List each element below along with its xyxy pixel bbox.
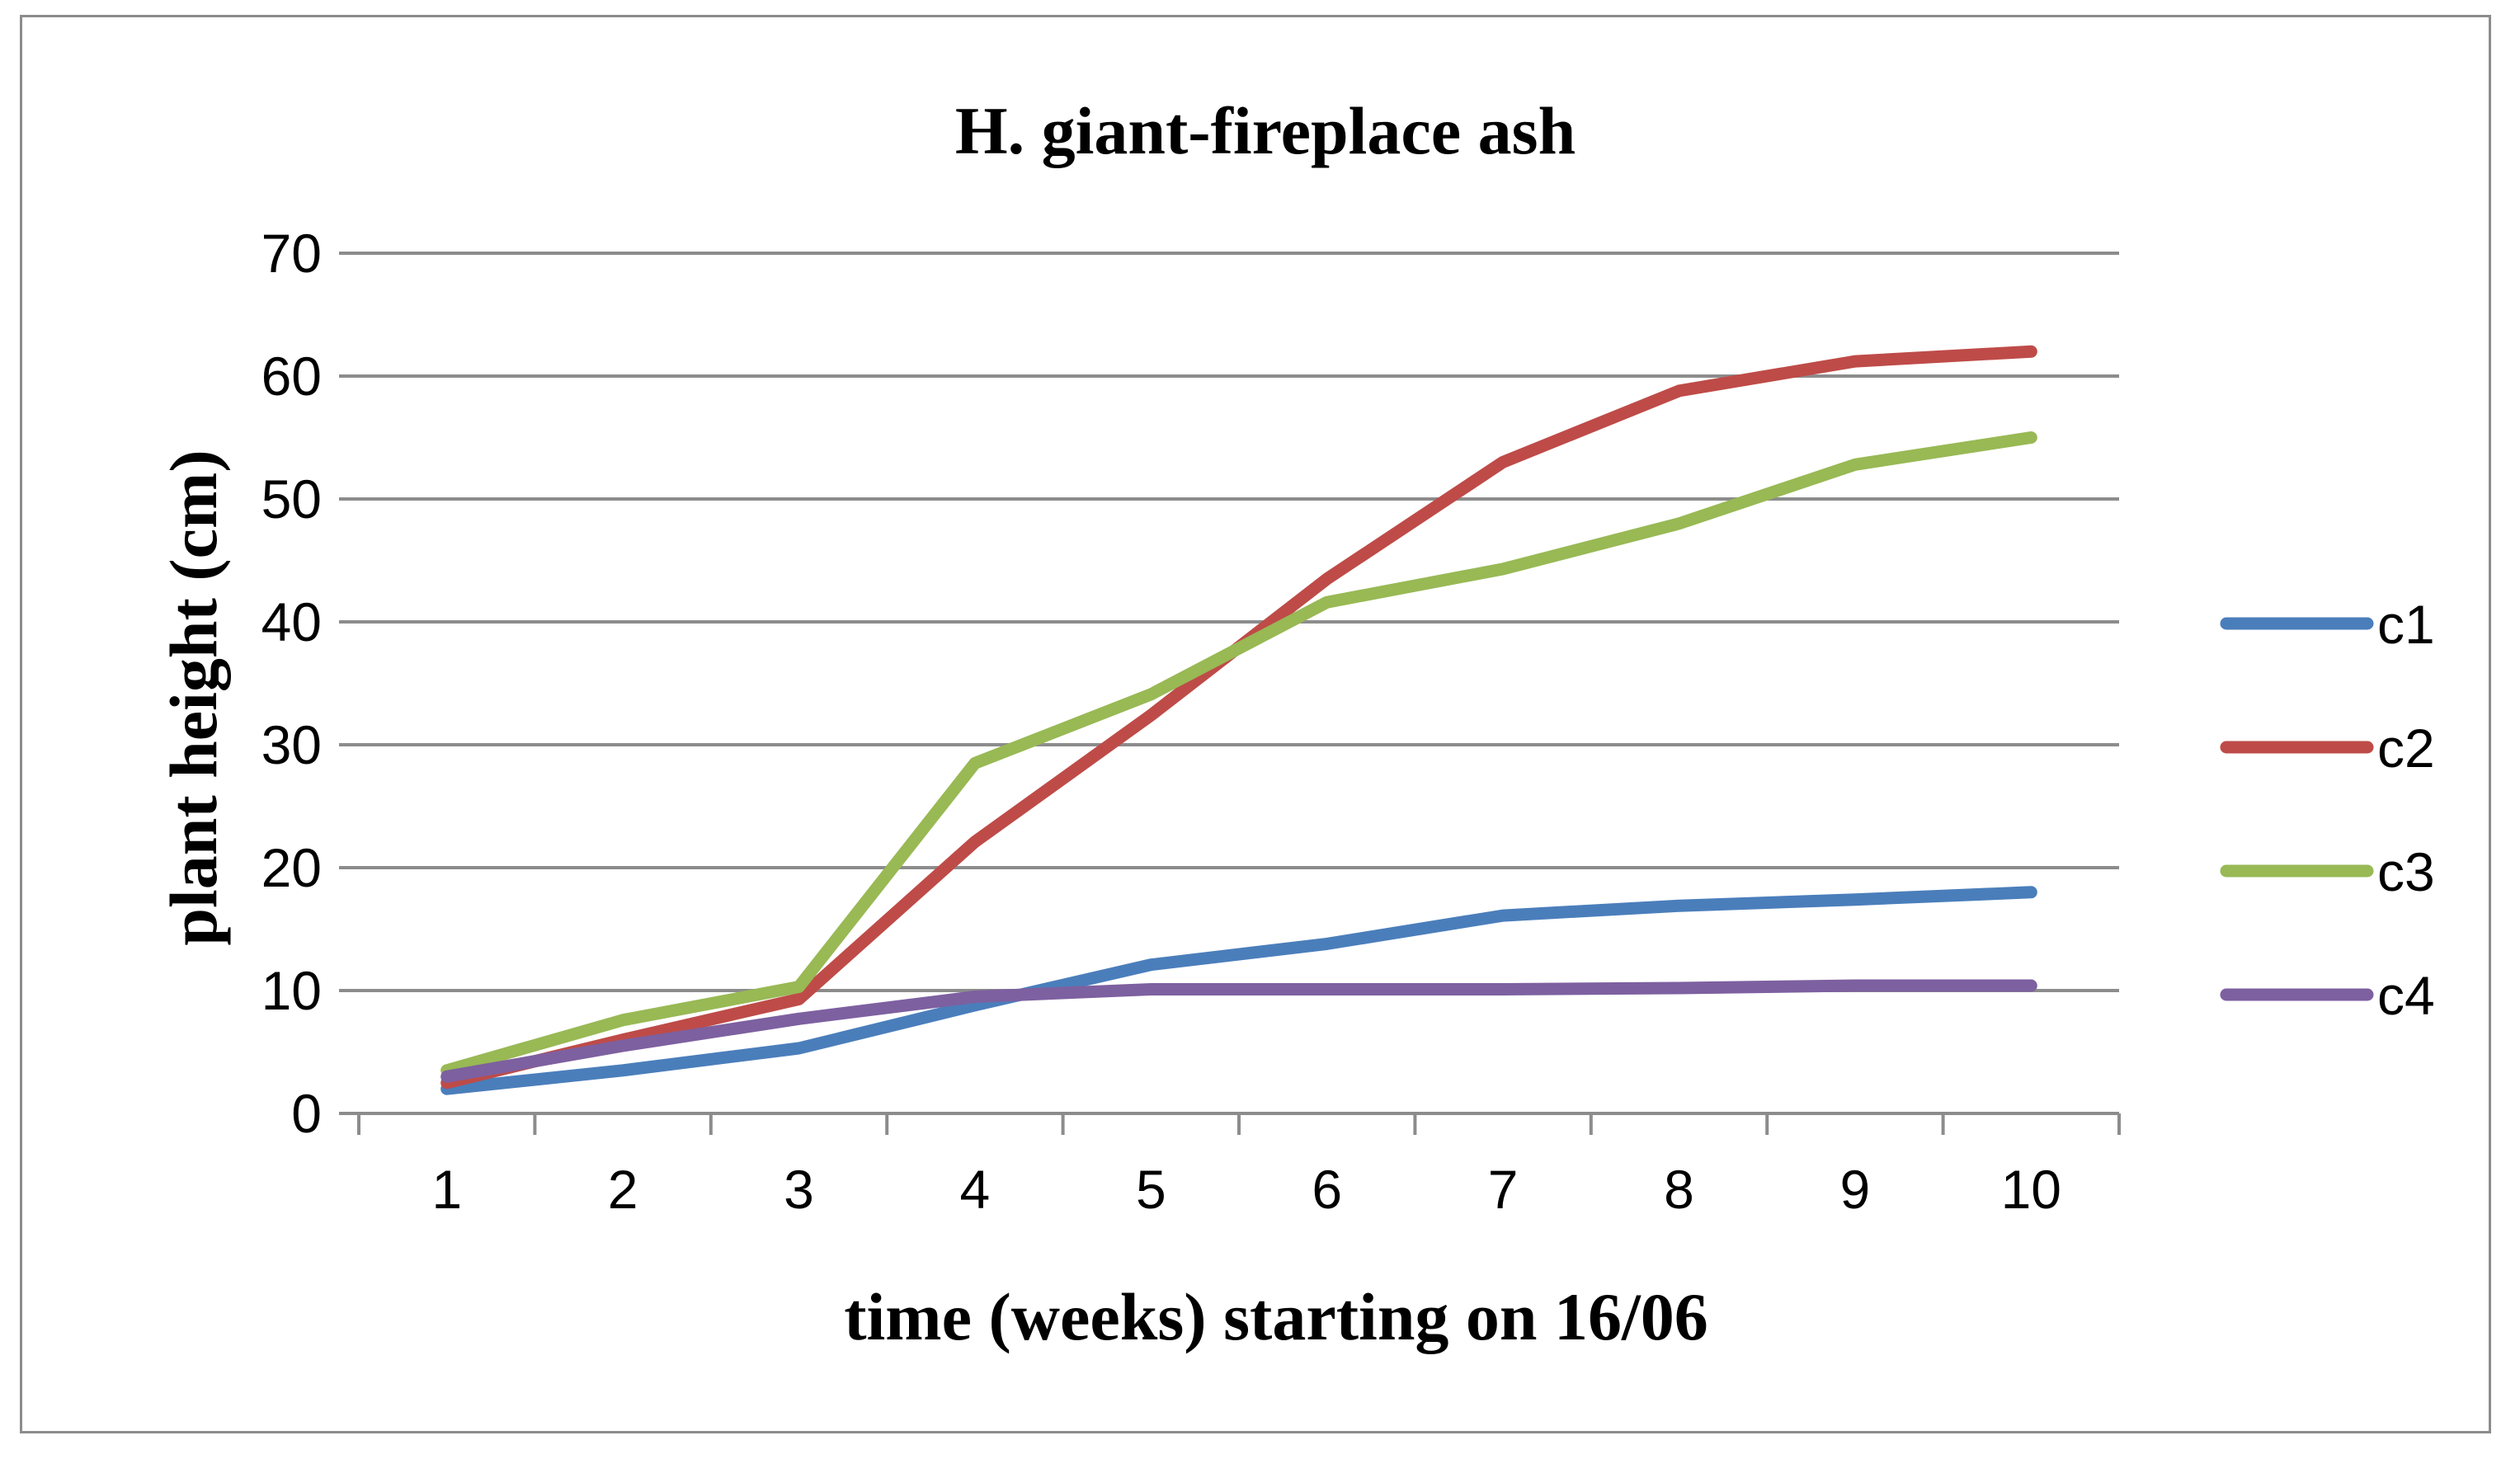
series-line-c4 bbox=[440, 979, 2037, 1083]
x-tick-label: 10 bbox=[2001, 1159, 2061, 1220]
y-tick-label: 60 bbox=[261, 346, 322, 407]
legend-label-c3: c3 bbox=[2377, 841, 2435, 902]
x-tick-label: 8 bbox=[1664, 1159, 1694, 1220]
chart-title: H. giant-fireplace ash bbox=[955, 93, 1576, 168]
y-tick-label: 20 bbox=[261, 837, 322, 898]
y-tick-label: 40 bbox=[261, 591, 322, 652]
legend-label-c2: c2 bbox=[2377, 718, 2435, 779]
series-line-c2 bbox=[440, 345, 2037, 1090]
x-tick-label: 6 bbox=[1312, 1159, 1342, 1220]
x-tick-label: 1 bbox=[431, 1159, 462, 1220]
y-tick-label: 0 bbox=[291, 1083, 322, 1144]
x-axis-title: time (weeks) starting on 16/06 bbox=[844, 1279, 1708, 1354]
legend-label-c1: c1 bbox=[2377, 594, 2435, 655]
series-line-c1 bbox=[440, 886, 2037, 1095]
x-tick-label: 9 bbox=[1840, 1159, 1871, 1220]
y-tick-label: 50 bbox=[261, 468, 322, 529]
chart-frame: H. giant-fireplace ash 0 10 20 30 40 50 60 70 1 2… bbox=[20, 15, 2491, 1433]
series-line-c3 bbox=[440, 431, 2037, 1077]
grid-lines bbox=[339, 252, 2119, 1115]
line-chart: H. giant-fireplace ash 0 10 20 30 40 50 60 70 1 2… bbox=[156, 93, 2435, 1354]
x-tick-label: 5 bbox=[1136, 1159, 1166, 1220]
x-tick-label: 7 bbox=[1488, 1159, 1519, 1220]
series-lines bbox=[440, 345, 2037, 1095]
x-tick-label: 3 bbox=[784, 1159, 814, 1220]
y-tick-label: 10 bbox=[261, 960, 322, 1021]
y-tick-label: 30 bbox=[261, 714, 322, 775]
legend-label-c4: c4 bbox=[2377, 965, 2435, 1026]
x-tick-label: 2 bbox=[608, 1159, 638, 1220]
legend: c1 c2 c3 c4 bbox=[2220, 594, 2435, 1026]
axes: 0 10 20 30 40 50 60 70 1 2 3 4 5 6 7 8 9 10 bbox=[261, 223, 2121, 1220]
y-axis-title: plant height (cm) bbox=[156, 449, 231, 945]
x-tick-label: 4 bbox=[960, 1159, 991, 1220]
y-tick-label: 70 bbox=[261, 223, 322, 284]
